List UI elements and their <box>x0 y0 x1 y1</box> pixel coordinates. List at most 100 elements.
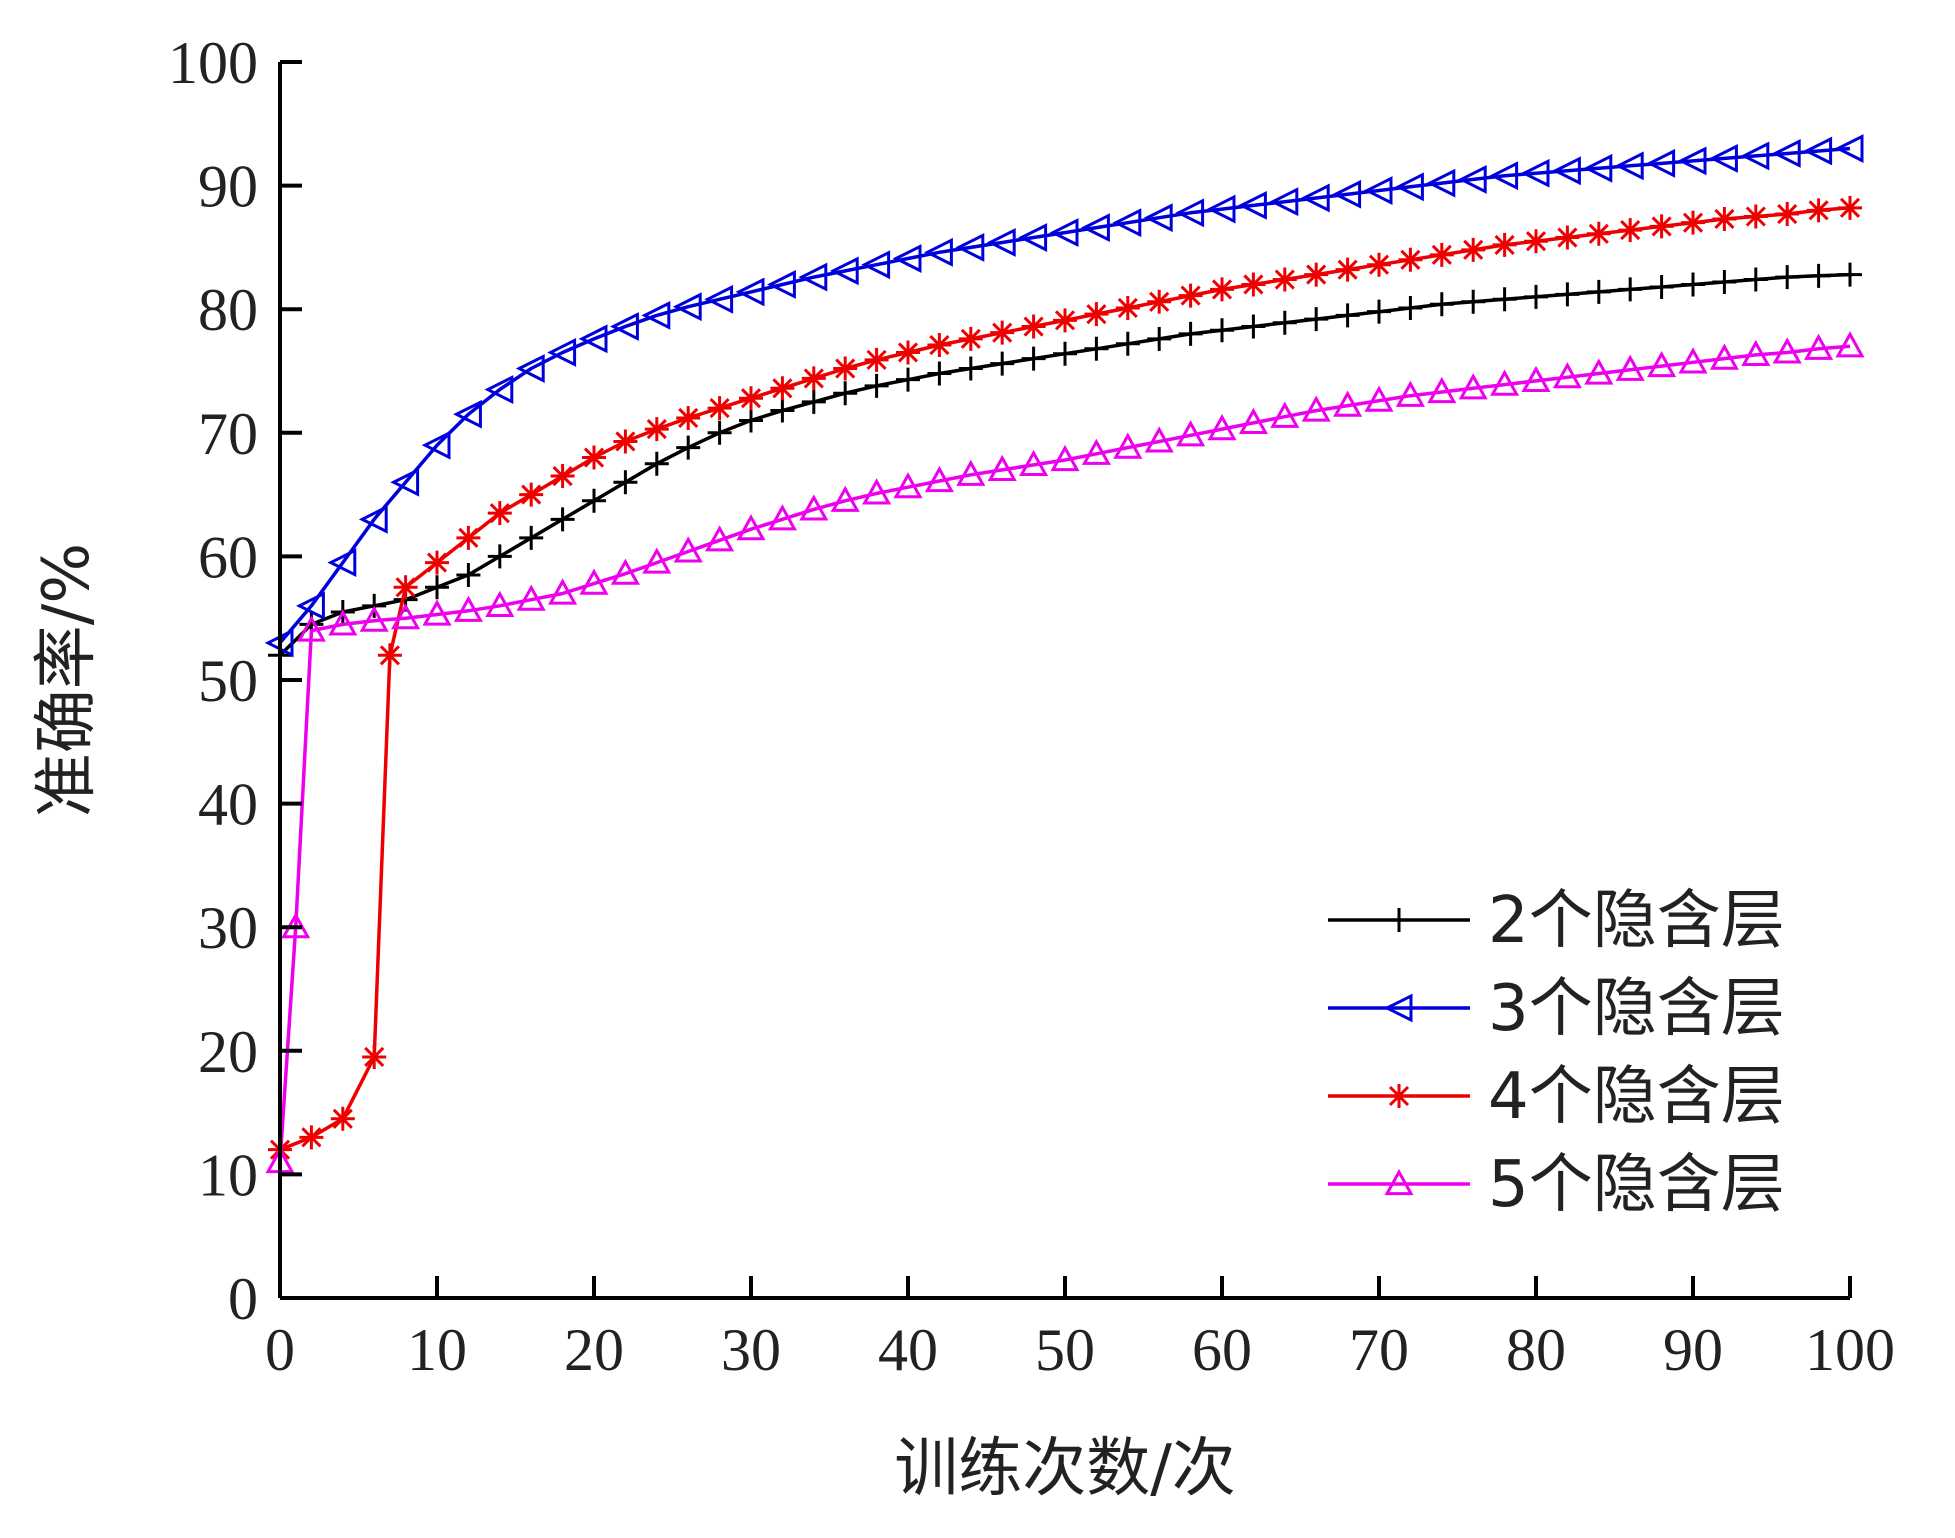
data-point <box>487 501 512 526</box>
x-tick-label: 100 <box>1805 1317 1895 1383</box>
data-point <box>1803 136 1833 166</box>
data-point <box>1615 354 1645 381</box>
data-point <box>296 591 325 621</box>
x-axis-title: 训练次数/次 <box>894 1432 1236 1506</box>
data-point <box>422 599 452 626</box>
legend-label: 5个隐含层 <box>1488 1148 1785 1222</box>
data-point <box>676 435 701 460</box>
data-point <box>1583 153 1613 183</box>
data-point <box>1806 198 1831 223</box>
series-1 <box>268 262 1862 668</box>
data-point <box>1241 272 1266 297</box>
data-point <box>1838 195 1862 220</box>
data-point <box>704 284 734 314</box>
data-point <box>328 609 358 636</box>
data-point <box>296 615 326 642</box>
data-point <box>1586 221 1611 246</box>
data-point <box>864 347 889 372</box>
y-tick-label: 30 <box>198 895 258 961</box>
data-point <box>1304 262 1329 287</box>
data-point <box>1238 190 1267 220</box>
data-point <box>1740 141 1770 171</box>
series-4 <box>265 331 1865 1174</box>
data-point <box>515 354 545 383</box>
data-point <box>613 470 638 495</box>
data-point <box>990 351 1015 376</box>
data-point <box>327 548 357 578</box>
data-point <box>377 643 402 668</box>
data-point <box>582 445 606 470</box>
data-point <box>833 381 858 406</box>
data-point <box>1649 274 1674 299</box>
data-point <box>1084 336 1109 361</box>
data-point <box>1383 993 1413 1023</box>
data-point <box>1269 187 1299 217</box>
data-point <box>358 504 388 534</box>
data-point <box>1112 208 1142 238</box>
data-point <box>1147 289 1172 314</box>
data-point <box>550 507 575 532</box>
data-point <box>1678 347 1708 374</box>
data-point <box>1521 365 1551 392</box>
data-point <box>1524 229 1548 254</box>
x-tick-label: 20 <box>564 1317 624 1383</box>
data-point <box>1804 333 1834 360</box>
data-point <box>1614 151 1644 181</box>
data-point <box>1053 341 1077 366</box>
x-tick-label: 90 <box>1663 1317 1723 1383</box>
data-point <box>1335 303 1360 328</box>
data-point <box>547 338 577 367</box>
data-point <box>1387 908 1411 932</box>
data-point <box>676 405 701 430</box>
data-point <box>579 568 609 595</box>
data-point <box>1618 277 1643 302</box>
data-point <box>707 420 732 445</box>
data-point <box>1429 292 1454 317</box>
data-point <box>801 366 826 391</box>
data-point <box>1113 432 1143 459</box>
data-point <box>1395 172 1424 202</box>
y-tick-label: 80 <box>198 277 258 343</box>
data-point <box>1333 390 1363 417</box>
data-point <box>986 228 1016 257</box>
data-point <box>484 375 514 404</box>
data-point <box>456 562 481 587</box>
data-point <box>1387 1084 1411 1108</box>
data-point <box>1272 267 1297 292</box>
data-point <box>1555 225 1580 250</box>
data-point <box>958 356 983 381</box>
data-point <box>1335 257 1360 282</box>
data-point <box>485 590 515 617</box>
data-point <box>456 525 481 550</box>
data-point <box>735 277 765 307</box>
data-point <box>1206 194 1236 224</box>
data-point <box>955 232 985 262</box>
data-point <box>990 320 1015 345</box>
x-tick-label: 60 <box>1192 1317 1252 1383</box>
data-point <box>1050 444 1080 472</box>
data-point <box>1709 343 1739 370</box>
data-point <box>1489 161 1519 191</box>
data-point <box>610 312 639 341</box>
y-tick-label: 50 <box>198 648 258 714</box>
data-point <box>705 525 735 552</box>
x-tick-label: 40 <box>878 1317 938 1383</box>
data-point <box>644 451 669 476</box>
data-point <box>1427 376 1457 404</box>
y-tick-label: 10 <box>198 1142 258 1208</box>
data-point <box>1775 265 1800 290</box>
data-point <box>390 467 420 497</box>
legend-entry: 2个隐含层 <box>1328 884 1785 958</box>
data-point <box>1835 331 1865 358</box>
data-point <box>1084 302 1109 327</box>
data-point <box>1771 139 1801 168</box>
data-point <box>1552 156 1581 186</box>
data-point <box>862 478 892 505</box>
data-point <box>829 256 859 286</box>
x-tick-label: 80 <box>1506 1317 1566 1383</box>
data-point <box>1552 362 1582 389</box>
data-point <box>927 361 952 386</box>
data-point <box>1143 203 1173 233</box>
legend-entry: 5个隐含层 <box>1328 1148 1785 1222</box>
data-point <box>1712 270 1737 295</box>
